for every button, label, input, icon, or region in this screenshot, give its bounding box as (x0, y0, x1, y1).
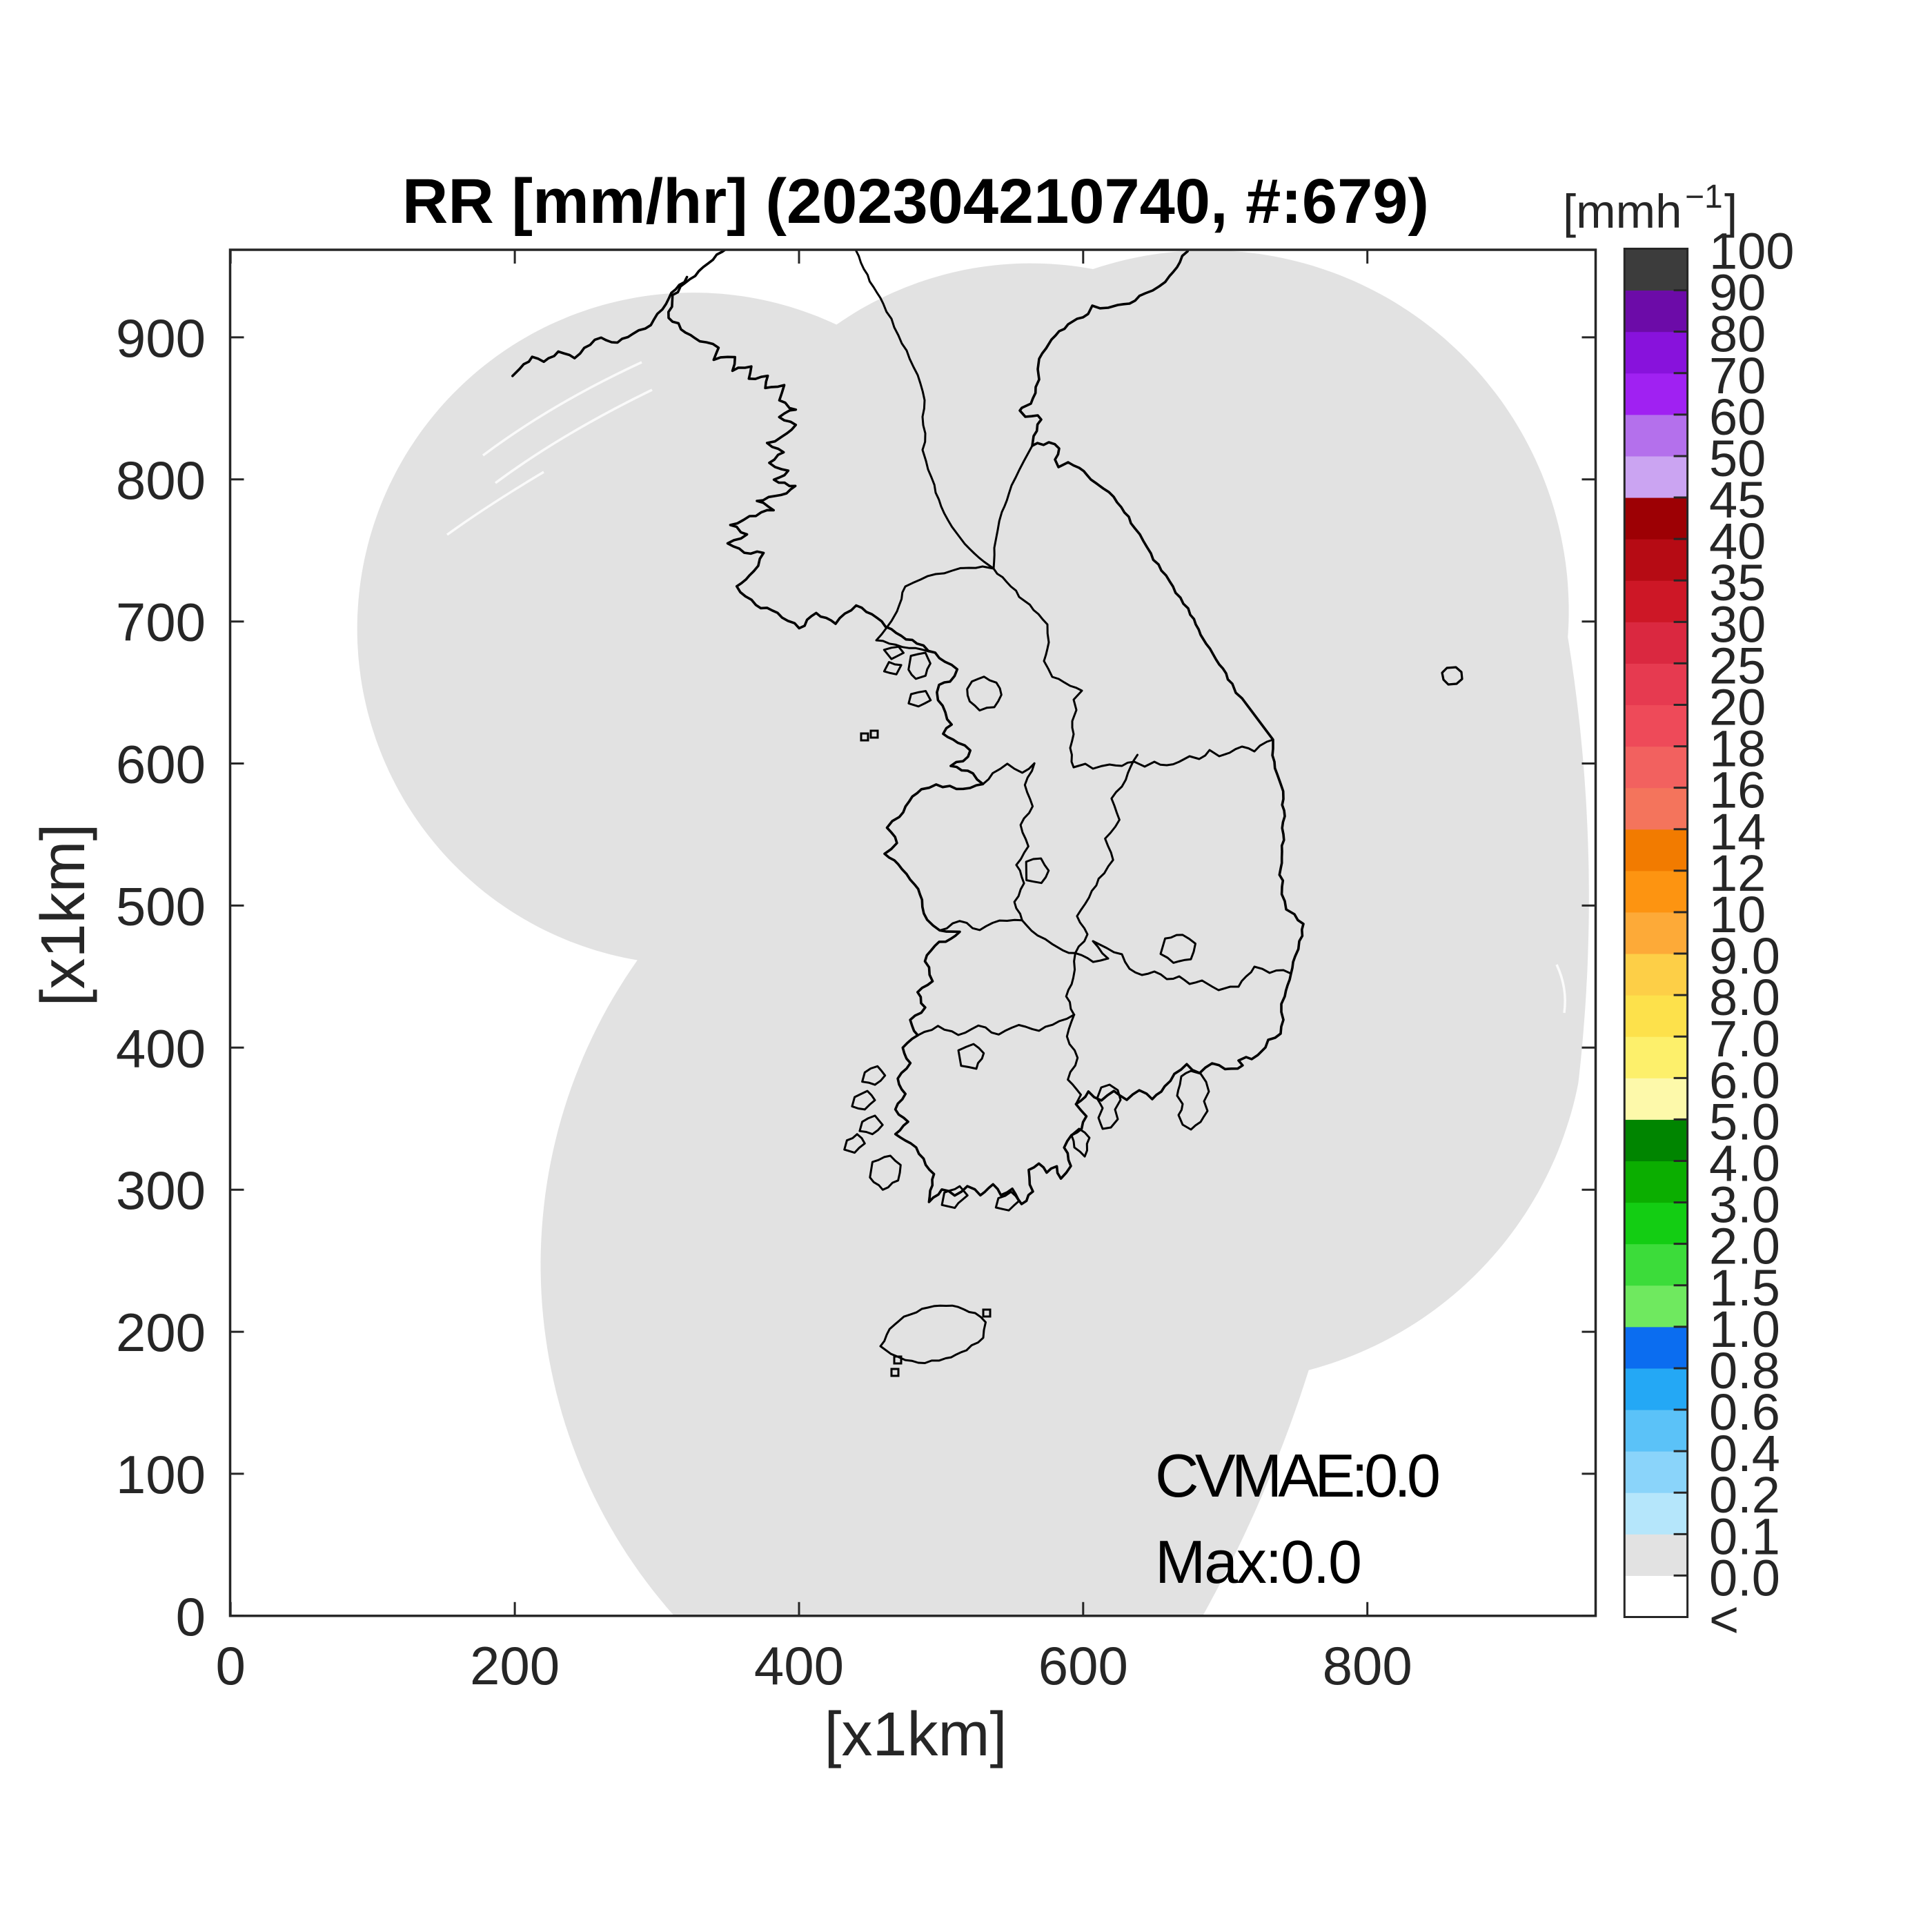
svg-text:16: 16 (1709, 762, 1766, 819)
svg-text:RR [mm/hr] (202304210740, #:67: RR [mm/hr] (202304210740, #:679) (402, 166, 1429, 237)
svg-text:5.0: 5.0 (1709, 1093, 1780, 1150)
svg-text:Max:0.0: Max:0.0 (1155, 1528, 1362, 1596)
svg-text:[x1km]: [x1km] (29, 823, 98, 1006)
svg-text:700: 700 (116, 592, 206, 653)
svg-text:400: 400 (116, 1018, 206, 1078)
svg-text:8.0: 8.0 (1709, 969, 1780, 1026)
svg-text:6.0: 6.0 (1709, 1052, 1780, 1109)
svg-text:0.1: 0.1 (1709, 1508, 1780, 1565)
svg-text:900: 900 (116, 308, 206, 368)
svg-text:500: 500 (116, 876, 206, 936)
svg-text:90: 90 (1709, 264, 1766, 322)
svg-text:[mmh: [mmh (1563, 185, 1682, 238)
svg-text:45: 45 (1709, 471, 1766, 529)
svg-text:CVMAE:0.0: CVMAE:0.0 (1155, 1441, 1441, 1510)
svg-text:200: 200 (470, 1635, 560, 1696)
svg-text:18: 18 (1709, 720, 1766, 778)
svg-text:70: 70 (1709, 347, 1766, 404)
svg-text:0.6: 0.6 (1709, 1383, 1780, 1441)
svg-text:2.0: 2.0 (1709, 1218, 1780, 1275)
svg-text:0.0: 0.0 (1709, 1549, 1780, 1606)
svg-text:600: 600 (116, 734, 206, 795)
svg-text:3.0: 3.0 (1709, 1176, 1780, 1234)
svg-text:12: 12 (1709, 845, 1766, 902)
svg-text:25: 25 (1709, 637, 1766, 694)
svg-text:80: 80 (1709, 306, 1766, 363)
svg-text:1.5: 1.5 (1709, 1259, 1780, 1317)
svg-text:600: 600 (1038, 1635, 1128, 1696)
svg-text:7.0: 7.0 (1709, 1010, 1780, 1067)
svg-text:400: 400 (754, 1635, 844, 1696)
svg-text:0.8: 0.8 (1709, 1342, 1780, 1399)
svg-text:<: < (1709, 1591, 1739, 1648)
svg-text:0.4: 0.4 (1709, 1425, 1780, 1482)
svg-text:30: 30 (1709, 595, 1766, 653)
svg-text:40: 40 (1709, 513, 1766, 570)
svg-text:20: 20 (1709, 679, 1766, 736)
svg-text:[x1km]: [x1km] (824, 1700, 1007, 1769)
svg-text:−1: −1 (1685, 179, 1723, 215)
svg-text:200: 200 (116, 1302, 206, 1363)
svg-text:0: 0 (216, 1635, 246, 1696)
svg-text:0.2: 0.2 (1709, 1466, 1780, 1524)
svg-text:60: 60 (1709, 388, 1766, 446)
svg-text:]: ] (1724, 185, 1737, 238)
svg-text:35: 35 (1709, 554, 1766, 611)
svg-text:14: 14 (1709, 803, 1766, 860)
svg-text:100: 100 (116, 1444, 206, 1505)
svg-text:4.0: 4.0 (1709, 1135, 1780, 1192)
svg-text:800: 800 (116, 450, 206, 511)
svg-text:50: 50 (1709, 430, 1766, 487)
svg-text:10: 10 (1709, 886, 1766, 943)
svg-text:0: 0 (176, 1586, 206, 1647)
svg-text:300: 300 (116, 1160, 206, 1221)
svg-text:9.0: 9.0 (1709, 927, 1780, 985)
svg-text:1.0: 1.0 (1709, 1301, 1780, 1358)
svg-text:800: 800 (1323, 1635, 1412, 1696)
svg-text:100: 100 (1709, 223, 1794, 280)
